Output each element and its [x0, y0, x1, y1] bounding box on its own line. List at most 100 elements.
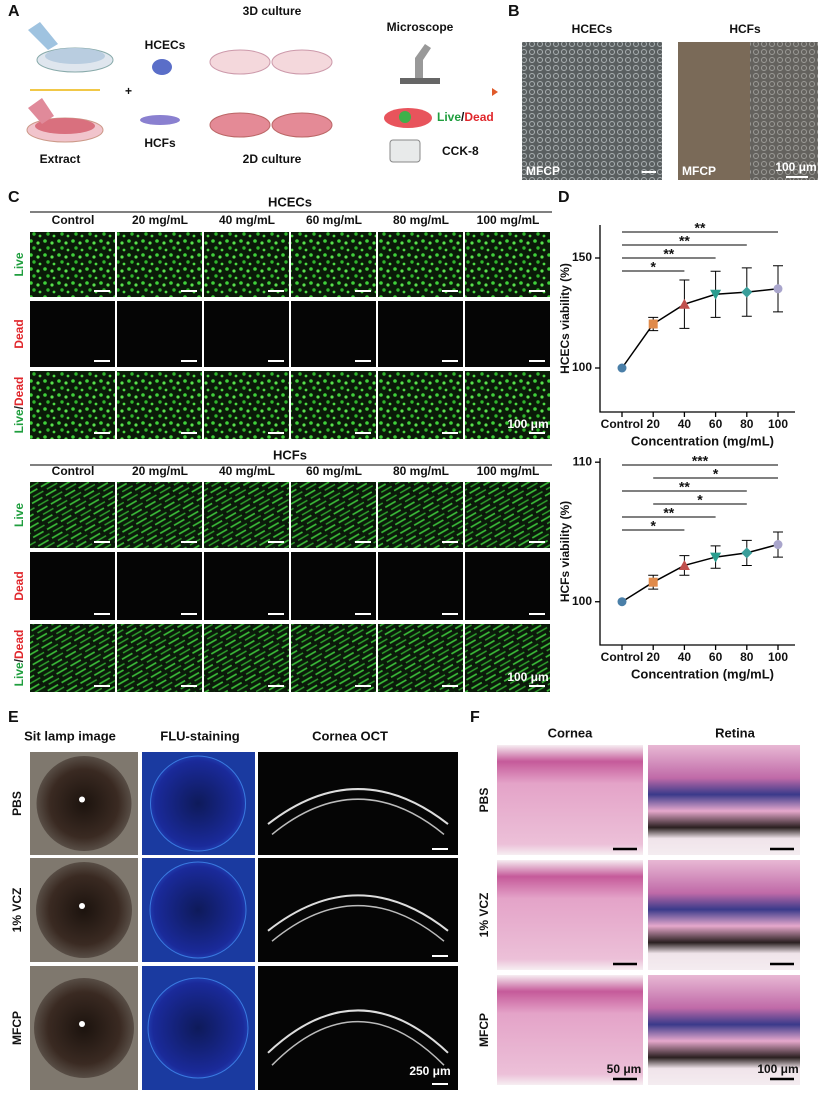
column-label: 60 mg/mL — [306, 464, 362, 478]
axis — [599, 458, 795, 646]
label: CCK-8 — [442, 144, 479, 158]
micrograph — [30, 482, 115, 548]
y-tick-label: 100 — [572, 360, 592, 374]
cell-icon — [152, 59, 172, 75]
micrograph — [204, 482, 289, 548]
reader — [389, 139, 421, 163]
micrograph — [465, 552, 550, 620]
marker — [678, 298, 690, 309]
oct-cornea — [267, 894, 449, 932]
x-tick-label: 20 — [647, 417, 661, 431]
micrograph — [30, 301, 115, 367]
micrograph — [30, 624, 115, 692]
reflection — [79, 1021, 85, 1027]
significance-label: *** — [692, 453, 709, 469]
label: Live/Dead — [437, 110, 494, 124]
column-label: 40 mg/mL — [219, 464, 275, 478]
significance-label: ** — [663, 246, 674, 262]
panel-letter: E — [8, 709, 19, 726]
dish — [399, 111, 411, 123]
he-cornea — [497, 745, 643, 855]
microscope — [415, 44, 431, 78]
column-label: 20 mg/mL — [132, 213, 188, 227]
row-label: Dead — [12, 319, 26, 348]
eye — [36, 756, 132, 851]
label: HCECs — [145, 38, 186, 52]
significance-label: ** — [679, 233, 690, 249]
micrograph — [750, 42, 818, 180]
x-tick-label: Control — [601, 650, 644, 664]
row-label: MFCP — [10, 1011, 24, 1045]
oct-cornea — [267, 1009, 449, 1054]
line — [621, 543, 779, 603]
row-label-part: Live — [12, 662, 26, 686]
column-label: 20 mg/mL — [132, 464, 188, 478]
micrograph — [465, 371, 550, 439]
panel-a: A Extract + HCECs HCFs 3D culture 2D cul… — [8, 3, 498, 166]
significance-label: ** — [663, 505, 674, 521]
x-axis-label: Concentration (mg/mL) — [631, 666, 774, 681]
row-label: PBS — [10, 791, 24, 816]
micrograph — [30, 552, 115, 620]
oct-image — [258, 966, 458, 1090]
y-tick-label: 110 — [573, 454, 593, 468]
label: 2D culture — [243, 152, 302, 166]
column-label: 100 mg/mL — [477, 464, 540, 478]
oct-cornea — [271, 1021, 445, 1066]
micrograph — [378, 232, 463, 297]
significance-label: ** — [679, 479, 690, 495]
eye — [150, 755, 246, 852]
micrograph — [291, 232, 376, 297]
micrograph — [204, 371, 289, 439]
row-label: Live — [12, 503, 26, 527]
significance-label: ** — [695, 220, 706, 236]
micrograph — [291, 624, 376, 692]
micrograph — [117, 624, 202, 692]
row-label: 1% VCZ — [477, 893, 491, 938]
column-label: 40 mg/mL — [219, 213, 275, 227]
panel-c: C HCECs Control 20 mg/mL 40 mg/mL 60 mg/mL 80… — [8, 189, 552, 692]
arrow-head — [492, 88, 498, 96]
micrograph — [378, 624, 463, 692]
scale-label: 100 μm — [507, 670, 548, 684]
x-tick-label: 40 — [678, 650, 692, 664]
he-retina — [648, 975, 800, 1085]
marker — [678, 559, 690, 570]
oct-image — [258, 752, 458, 855]
row-label-part: Dead — [12, 571, 26, 600]
y-tick-label: 100 — [572, 594, 592, 608]
micrograph — [117, 371, 202, 439]
row-label: PBS — [477, 788, 491, 813]
panel-letter: A — [8, 3, 20, 20]
image-label: MFCP — [526, 164, 560, 178]
micrograph — [378, 371, 463, 439]
tube — [28, 98, 54, 124]
eye — [147, 977, 249, 1079]
panel-f: F Cornea Retina PBS 1% VCZ MFCP 50 μm 100 μm — [470, 709, 800, 1085]
x-tick-label: 100 — [768, 650, 788, 664]
y-tick-label: 150 — [572, 250, 592, 264]
micrograph — [204, 552, 289, 620]
dish — [45, 48, 105, 64]
eye — [36, 862, 132, 958]
micrograph — [465, 301, 550, 367]
marker — [710, 289, 722, 300]
label: Microscope — [387, 20, 454, 34]
scale-label: 250 μm — [409, 1064, 450, 1078]
micrograph — [378, 552, 463, 620]
image-label: MFCP — [682, 164, 716, 178]
image-title: HCFs — [729, 22, 761, 36]
micrograph — [117, 301, 202, 367]
he-cornea — [497, 975, 643, 1085]
oct-cornea — [271, 798, 445, 835]
micrograph — [117, 482, 202, 548]
row-label: Live — [12, 252, 26, 276]
panel-e: E Sit lamp image FLU-staining Cornea OCT PB… — [8, 709, 458, 1090]
column-label: Control — [52, 464, 95, 478]
reflection — [79, 903, 85, 909]
significance-label: * — [713, 466, 719, 482]
scale-label: 50 μm — [607, 1062, 642, 1076]
row-label-part: Dead — [12, 377, 26, 406]
he-cornea — [497, 860, 643, 970]
